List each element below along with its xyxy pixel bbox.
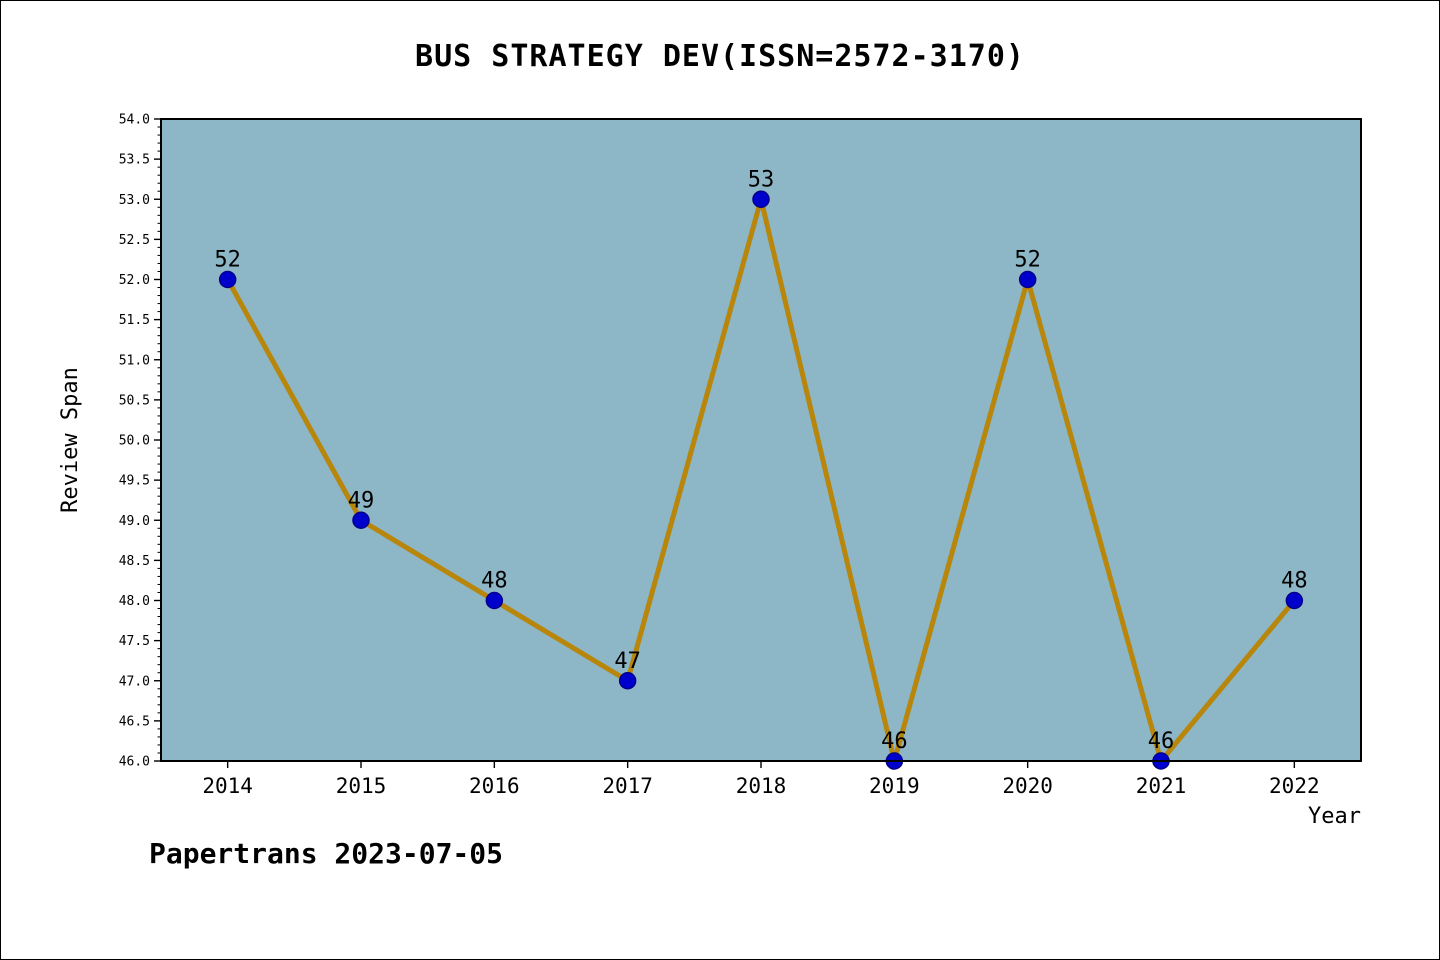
x-tick-label: 2021 xyxy=(1136,774,1187,798)
data-point-label: 48 xyxy=(481,569,508,594)
x-tick-label: 2017 xyxy=(602,774,653,798)
data-point xyxy=(752,190,770,208)
chart-title: BUS STRATEGY DEV(ISSN=2572-3170) xyxy=(415,39,1025,74)
y-tick-label: 49.5 xyxy=(119,474,150,489)
y-tick-label: 48.5 xyxy=(119,554,150,569)
x-tick-label: 2019 xyxy=(869,774,920,798)
x-tick-label: 2015 xyxy=(336,774,387,798)
y-axis-label: Review Span xyxy=(58,367,83,513)
y-tick-label: 50.0 xyxy=(119,434,150,449)
data-point-label: 46 xyxy=(881,729,908,754)
y-tick-label: 54.0 xyxy=(119,113,150,128)
y-tick-label: 46.5 xyxy=(119,714,150,729)
y-tick-label: 52.5 xyxy=(119,233,150,248)
y-tick-label: 50.5 xyxy=(119,393,150,408)
data-point xyxy=(352,511,370,529)
x-axis-label: Year xyxy=(1308,804,1361,829)
data-point xyxy=(1285,591,1304,610)
plot-area xyxy=(161,119,1361,761)
y-tick-label: 49.0 xyxy=(119,514,150,529)
y-tick-label: 48.0 xyxy=(119,594,150,609)
y-tick-label: 51.5 xyxy=(119,313,150,328)
x-tick-label: 2018 xyxy=(736,774,787,798)
plot-border xyxy=(160,118,1362,762)
data-point-label: 52 xyxy=(214,248,241,273)
y-tick-label: 53.0 xyxy=(119,193,150,208)
y-tick-label: 52.0 xyxy=(119,273,150,288)
data-point xyxy=(618,672,637,690)
y-tick-label: 47.5 xyxy=(119,634,150,649)
x-tick-label: 2014 xyxy=(202,774,253,798)
data-point-label: 48 xyxy=(1281,569,1308,594)
data-point xyxy=(1018,270,1037,289)
data-point-label: 49 xyxy=(348,488,375,513)
y-tick-label: 47.0 xyxy=(119,674,150,689)
footer-watermark: Papertrans 2023-07-05 xyxy=(149,837,504,870)
data-point-label: 53 xyxy=(748,167,775,192)
data-point xyxy=(485,591,504,610)
y-tick-label: 46.0 xyxy=(119,755,150,770)
y-tick-label: 53.5 xyxy=(119,153,150,168)
data-point-label: 52 xyxy=(1014,248,1041,273)
y-tick-label: 51.0 xyxy=(119,353,150,368)
x-tick-label: 2016 xyxy=(469,774,520,798)
data-point xyxy=(218,270,237,289)
data-point-label: 46 xyxy=(1148,729,1175,754)
x-tick-label: 2022 xyxy=(1269,774,1320,798)
data-point-label: 47 xyxy=(614,649,641,674)
x-tick-label: 2020 xyxy=(1002,774,1053,798)
